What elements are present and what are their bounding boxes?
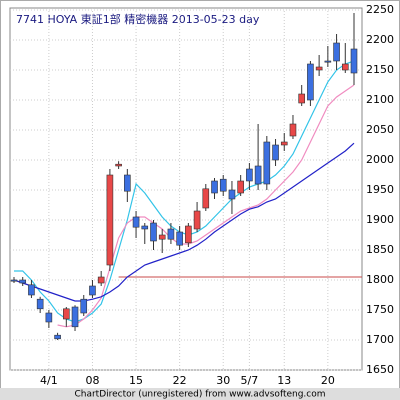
candle-body xyxy=(307,63,314,101)
x-tick-label: 5/7 xyxy=(241,374,259,387)
candle-body xyxy=(211,180,218,194)
y-tick-label: 2100 xyxy=(366,93,394,106)
x-tick-label: 22 xyxy=(173,374,187,387)
candle-body xyxy=(185,225,192,244)
candle-body xyxy=(132,216,140,228)
candle-body xyxy=(350,48,358,74)
candle-body xyxy=(28,284,35,296)
x-tick-label: 30 xyxy=(216,374,230,387)
x-tick-label: 13 xyxy=(277,374,291,387)
candle-body xyxy=(228,189,236,200)
candle-body xyxy=(193,210,201,230)
candle-body xyxy=(202,188,210,209)
x-tick-label: 15 xyxy=(129,374,143,387)
candle-body xyxy=(324,60,332,63)
candle-body xyxy=(333,42,340,62)
x-tick-label: 4/1 xyxy=(40,374,58,387)
x-tick-label: 20 xyxy=(321,374,335,387)
candle-body xyxy=(54,334,61,340)
plot-area xyxy=(9,7,363,371)
candle-body xyxy=(63,308,70,320)
candle-body xyxy=(45,312,53,323)
candle-body xyxy=(115,163,122,167)
y-tick-label: 1700 xyxy=(366,333,394,346)
chart-title: 7741 HOYA 東証1部 精密機器 2013-05-23 day xyxy=(16,12,260,26)
candle-body xyxy=(341,63,349,71)
candle-body xyxy=(158,234,166,240)
footer: ChartDirector (unregistered) from www.ad… xyxy=(74,390,325,400)
y-tick-label: 2200 xyxy=(366,33,394,46)
candle-body xyxy=(176,231,183,246)
y-tick-label: 1850 xyxy=(366,243,394,256)
candle-body xyxy=(150,222,157,242)
candle-body xyxy=(71,306,79,328)
y-tick-label: 2050 xyxy=(366,123,394,136)
candle-body xyxy=(80,298,88,314)
candle-body xyxy=(315,66,323,71)
candle-body xyxy=(219,178,227,192)
candle-body xyxy=(106,174,114,266)
candle-body xyxy=(19,279,27,284)
y-tick-label: 1950 xyxy=(366,183,394,196)
candle-body xyxy=(272,144,279,161)
candle-body xyxy=(89,285,96,296)
y-tick-label: 2150 xyxy=(366,63,394,76)
candle-body xyxy=(280,141,288,146)
y-tick-label: 2250 xyxy=(366,3,394,16)
candle-body xyxy=(237,180,244,194)
candle-body xyxy=(254,165,262,185)
candle-body xyxy=(36,298,44,310)
y-tick-label: 1800 xyxy=(366,273,394,286)
candle-body xyxy=(298,93,305,104)
y-tick-label: 1750 xyxy=(366,303,394,316)
candle-body xyxy=(263,141,271,185)
average-line xyxy=(13,142,355,302)
y-tick-label: 1900 xyxy=(366,213,394,226)
average-line xyxy=(57,84,355,328)
candle-body xyxy=(124,174,131,192)
candle-body xyxy=(97,276,105,284)
x-tick-label: 08 xyxy=(85,374,99,387)
candle-body xyxy=(167,228,175,240)
y-tick-label: 2000 xyxy=(366,153,394,166)
candle-body xyxy=(289,123,297,137)
candle-body xyxy=(141,225,149,230)
candle-body xyxy=(246,168,253,182)
footer-bar xyxy=(0,388,400,400)
average-line xyxy=(14,60,355,323)
y-tick-label: 1650 xyxy=(366,363,394,376)
candle-body xyxy=(10,279,18,282)
